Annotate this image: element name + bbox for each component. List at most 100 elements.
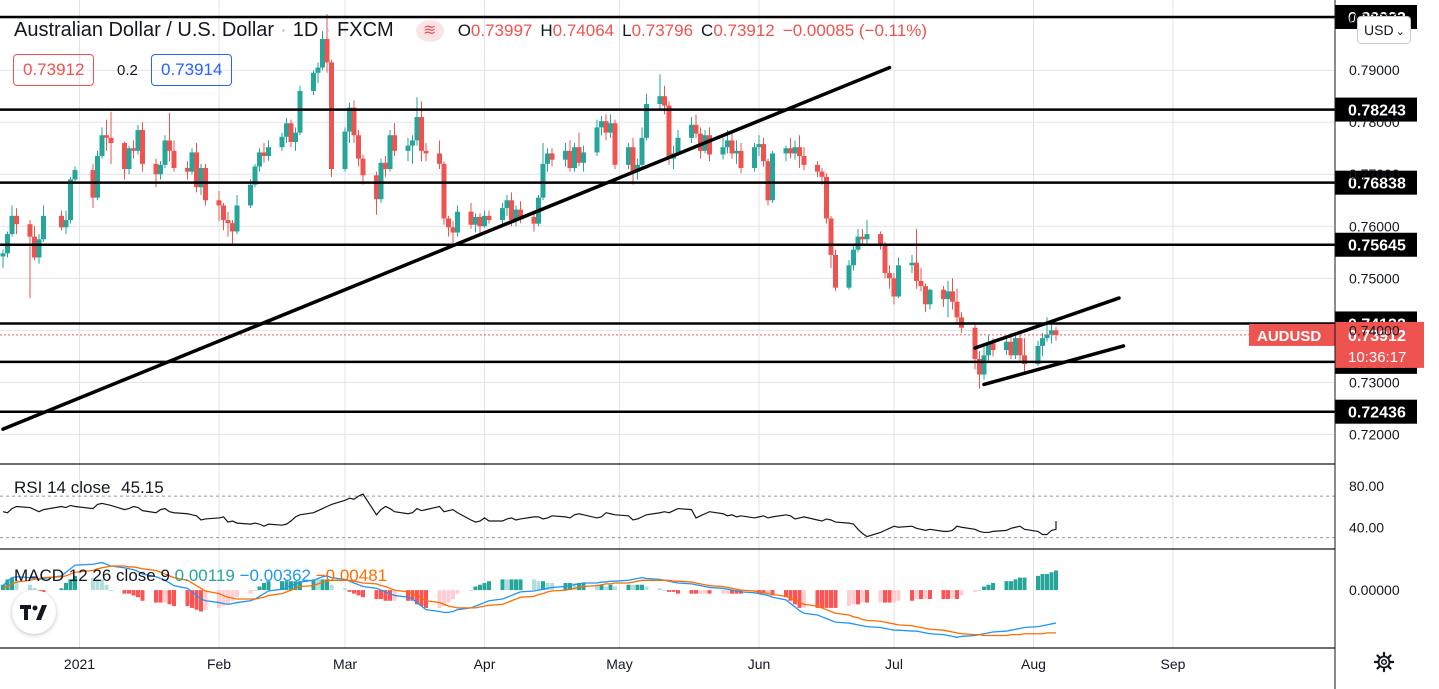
candle-body — [545, 153, 550, 164]
macd-histogram-bar — [950, 590, 955, 599]
sell-quote-button[interactable]: 0.73912 — [13, 54, 95, 86]
candle-body — [356, 135, 361, 159]
candle-body — [297, 91, 303, 133]
time-axis-label: May — [606, 656, 632, 672]
macd-histogram-bar — [361, 590, 365, 598]
high-value: 0.74064 — [552, 20, 615, 40]
rsi-legend[interactable]: RSI 14 close 45.15 — [14, 478, 164, 498]
low-key: L — [622, 20, 632, 40]
candle-body — [414, 117, 420, 141]
macd-histogram-value: 0.00119 — [174, 566, 235, 585]
close-key: C — [701, 20, 714, 40]
macd-histogram-bar — [946, 590, 950, 599]
macd-histogram-bar — [500, 579, 505, 591]
candle-body — [293, 132, 298, 142]
macd-histogram-bar — [959, 590, 964, 596]
macd-histogram-bar — [824, 590, 829, 608]
macd-histogram-bar — [644, 586, 649, 591]
candle-body — [189, 152, 195, 172]
macd-histogram-bar — [919, 590, 923, 599]
candle-body — [185, 168, 190, 172]
interval-label[interactable]: 1D — [292, 19, 319, 41]
macd-histogram-bar — [172, 590, 176, 607]
macd-histogram-bar — [725, 590, 730, 594]
candle-body — [315, 67, 321, 73]
buy-quote-button[interactable]: 0.73914 — [151, 54, 233, 86]
open-value: 0.73997 — [470, 20, 533, 40]
candle-body — [36, 239, 42, 258]
macd-histogram-bar — [487, 581, 491, 591]
macd-histogram-bar — [518, 579, 523, 591]
macd-histogram-bar — [185, 590, 190, 607]
candle-body — [266, 147, 271, 157]
candle-body — [635, 164, 640, 172]
candle-body — [437, 153, 442, 164]
macd-histogram-bar — [793, 590, 797, 605]
macd-histogram-bar — [923, 590, 928, 599]
candle-body — [95, 156, 100, 198]
candle-body — [405, 145, 411, 151]
candle-body — [108, 137, 114, 144]
macd-histogram-bar — [604, 586, 608, 591]
macd-histogram-bar — [325, 579, 329, 591]
candle-body — [504, 200, 510, 209]
candle-body — [864, 234, 870, 240]
candle-body — [792, 147, 798, 154]
macd-histogram-bar — [640, 584, 644, 591]
macd-histogram-bar — [266, 581, 271, 591]
chevron-down-icon: ⌄ — [1395, 26, 1405, 38]
price-tick-label: 0.74000 — [1349, 322, 1400, 338]
currency-selector[interactable]: USD ⌄ — [1357, 16, 1411, 44]
macd-histogram-bar — [878, 590, 883, 603]
macd-histogram-bar — [689, 590, 694, 594]
macd-histogram-bar — [446, 590, 451, 603]
macd-histogram-bar — [766, 590, 770, 594]
candle-body — [819, 171, 825, 177]
time-axis-label: Sep — [1161, 656, 1186, 672]
candle-body — [707, 135, 712, 155]
candle-body — [1044, 334, 1050, 339]
macd-histogram-bar — [379, 590, 383, 599]
macd-histogram-bar — [410, 590, 415, 601]
candle-body — [450, 227, 456, 233]
macd-histogram-bar — [32, 588, 37, 591]
macd-histogram-bar — [608, 584, 613, 591]
tradingview-logo[interactable] — [12, 590, 56, 634]
candle-body — [657, 96, 663, 105]
macd-histogram-bar — [820, 590, 824, 608]
macd-histogram-bar — [320, 579, 325, 591]
candle-body — [576, 147, 582, 163]
macd-histogram-bar — [671, 590, 676, 592]
symbol-title[interactable]: Australian Dollar / U.S. Dollar — [14, 19, 275, 41]
market-status-icon[interactable]: ≋ — [415, 19, 444, 42]
candle-body — [1004, 341, 1009, 351]
candle-body — [698, 133, 703, 151]
macd-histogram-bar — [955, 590, 959, 599]
macd-histogram-bar — [329, 584, 334, 591]
macd-histogram-bar — [136, 590, 140, 598]
macd-legend[interactable]: MACD 12 26 close 9 0.00119 −0.00362 −0.0… — [14, 566, 387, 586]
candle-body — [477, 216, 483, 227]
macd-histogram-bar — [514, 579, 518, 591]
macd-histogram-bar — [1, 584, 5, 591]
candle-body — [765, 161, 771, 201]
candle-body — [104, 135, 109, 138]
macd-histogram-bar — [64, 582, 68, 591]
candle-body — [630, 147, 636, 172]
candle-body — [162, 140, 168, 165]
candle-body — [689, 124, 694, 138]
price-tick-label: 0.72000 — [1349, 426, 1400, 442]
macd-histogram-bar — [928, 590, 932, 599]
macd-histogram-bar — [388, 590, 392, 601]
candle-body — [815, 164, 820, 172]
candle-body — [738, 150, 744, 169]
candle-body — [261, 152, 267, 157]
macd-histogram-bar — [41, 590, 46, 592]
macd-histogram-bar — [626, 584, 631, 591]
candle-body — [455, 211, 460, 233]
macd-histogram-bar — [356, 590, 361, 596]
macd-histogram-bar — [662, 590, 667, 592]
gear-icon[interactable] — [1373, 651, 1395, 673]
candle-body — [887, 273, 892, 279]
